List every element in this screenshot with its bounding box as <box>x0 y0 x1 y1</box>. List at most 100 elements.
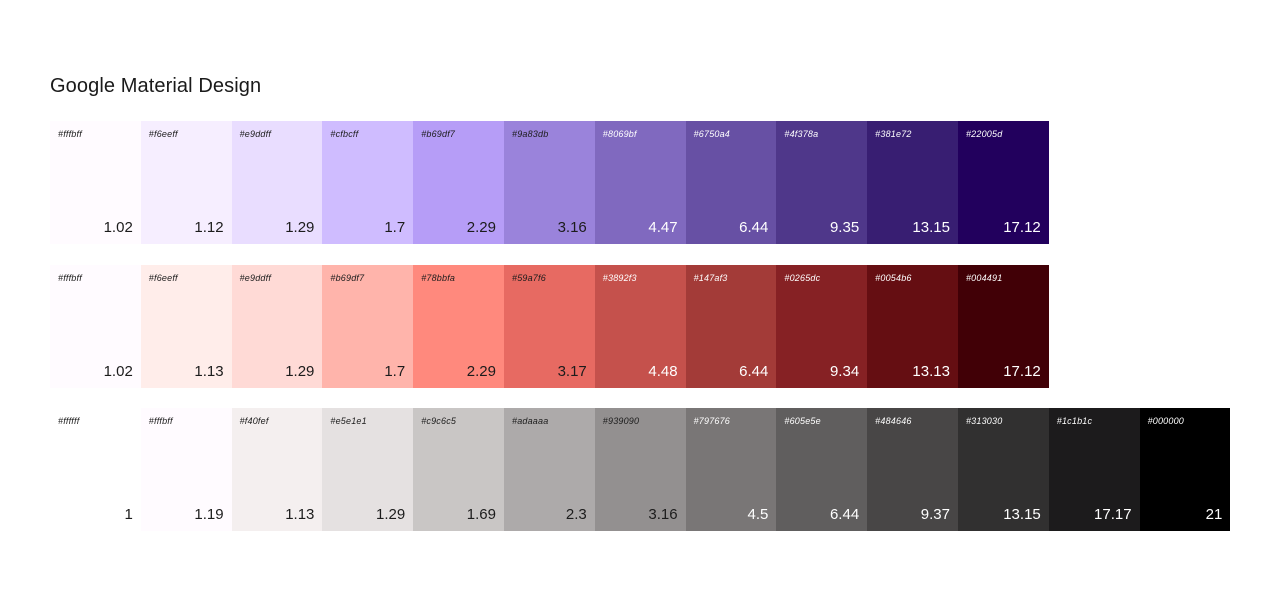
swatch-contrast-ratio: 9.35 <box>829 219 860 236</box>
color-swatch: #cfbcff 1.7 <box>322 121 414 244</box>
swatch-contrast-ratio: 13.15 <box>912 219 950 236</box>
color-swatch: #ffffff 1 <box>50 408 141 531</box>
swatch-hex-label: #22005d <box>965 129 1003 139</box>
swatch-hex-label: #0054b6 <box>875 273 912 283</box>
swatch-hex-label: #4f378a <box>784 129 819 139</box>
color-swatch: #e9ddff 1.29 <box>231 265 323 388</box>
swatch-hex-label: #adaaaa <box>511 416 549 426</box>
swatch-contrast-ratio: 3.16 <box>648 506 678 523</box>
swatch-hex-label: #f40fef <box>239 416 269 426</box>
color-swatch: #3892f3 4.48 <box>594 265 686 388</box>
swatch-contrast-ratio: 21 <box>1205 506 1223 523</box>
palette-row-neutral: #ffffff 1 #fffbff 1.19 #f40fef 1.13 #e5e1e1 1.2… <box>50 408 1231 531</box>
swatch-hex-label: #1c1b1c <box>1056 416 1093 426</box>
swatch-hex-label: #b69df7 <box>421 129 456 139</box>
swatch-hex-label: #c9c6c5 <box>421 416 457 426</box>
swatch-contrast-ratio: 3.16 <box>557 219 587 236</box>
swatch-contrast-ratio: 13.13 <box>912 363 950 380</box>
color-swatch: #fffbff 1.02 <box>50 121 141 244</box>
swatch-contrast-ratio: 1.29 <box>285 363 315 380</box>
swatch-hex-label: #e5e1e1 <box>330 416 367 426</box>
swatch-hex-label: #484646 <box>875 416 912 426</box>
swatch-contrast-ratio: 2.29 <box>466 219 496 236</box>
swatch-hex-label: #59a7f6 <box>511 273 546 283</box>
color-swatch: #0054b6 13.13 <box>867 265 958 388</box>
swatch-hex-label: #797676 <box>693 416 731 426</box>
color-swatch: #797676 4.5 <box>685 408 777 531</box>
swatch-hex-label: #fffbff <box>58 273 82 283</box>
swatch-hex-label: #000000 <box>1147 416 1185 426</box>
color-swatch: #939090 3.16 <box>594 408 686 531</box>
swatch-contrast-ratio: 1.02 <box>103 363 133 380</box>
swatch-contrast-ratio: 1.7 <box>384 219 406 236</box>
color-swatch: #78bbfa 2.29 <box>413 265 504 388</box>
color-swatch: #004491 17.12 <box>957 265 1049 388</box>
color-swatch: #0265dc 9.34 <box>776 265 868 388</box>
swatch-hex-label: #605e5e <box>784 416 821 426</box>
swatch-hex-label: #f6eeff <box>148 129 178 139</box>
swatch-hex-label: #fffbff <box>148 416 173 426</box>
swatch-hex-label: #e9ddff <box>239 273 272 283</box>
swatch-hex-label: #f6eeff <box>148 273 178 283</box>
page-title: Google Material Design <box>50 75 262 97</box>
color-swatch: #fffbff 1.02 <box>50 265 141 388</box>
swatch-contrast-ratio: 6.44 <box>829 506 860 523</box>
swatch-contrast-ratio: 1.13 <box>285 506 315 523</box>
swatch-hex-label: #8069bf <box>602 129 637 139</box>
color-swatch: #4f378a 9.35 <box>776 121 868 244</box>
palette-row-red: #fffbff 1.02 #f6eeff 1.13 #e9ddff 1.29 #b69df7… <box>50 265 1049 388</box>
color-swatch: #313030 13.15 <box>957 408 1049 531</box>
swatch-hex-label: #313030 <box>965 416 1003 426</box>
swatch-hex-label: #e9ddff <box>239 129 272 139</box>
swatch-hex-label: #cfbcff <box>330 129 359 139</box>
swatch-contrast-ratio: 6.44 <box>739 219 769 236</box>
swatch-contrast-ratio: 17.17 <box>1094 506 1132 523</box>
swatch-contrast-ratio: 1.12 <box>194 219 224 236</box>
swatch-contrast-ratio: 9.34 <box>829 363 860 380</box>
swatch-hex-label: #939090 <box>602 416 640 426</box>
swatch-contrast-ratio: 17.12 <box>1003 219 1041 236</box>
color-swatch: #b69df7 2.29 <box>413 121 504 244</box>
color-swatch: #8069bf 4.47 <box>594 121 686 244</box>
swatch-contrast-ratio: 1.13 <box>194 363 224 380</box>
color-swatch: #6750a4 6.44 <box>685 121 777 244</box>
swatch-hex-label: #381e72 <box>875 129 912 139</box>
swatch-contrast-ratio: 1.69 <box>466 506 496 523</box>
color-swatch: #f40fef 1.13 <box>231 408 323 531</box>
color-swatch: #22005d 17.12 <box>957 121 1049 244</box>
swatch-hex-label: #004491 <box>965 273 1003 283</box>
swatch-hex-label: #0265dc <box>784 273 821 283</box>
color-swatch: #605e5e 6.44 <box>776 408 868 531</box>
color-swatch: #59a7f6 3.17 <box>503 265 595 388</box>
swatch-hex-label: #78bbfa <box>421 273 456 283</box>
swatch-contrast-ratio: 17.12 <box>1003 363 1041 380</box>
color-swatch: #9a83db 3.16 <box>503 121 595 244</box>
swatch-contrast-ratio: 4.48 <box>648 363 678 380</box>
color-swatch: #b69df7 1.7 <box>322 265 414 388</box>
color-swatch: #f6eeff 1.13 <box>140 265 232 388</box>
swatch-contrast-ratio: 1 <box>124 506 133 523</box>
color-swatch: #000000 21 <box>1139 408 1231 531</box>
color-swatch: #e9ddff 1.29 <box>231 121 323 244</box>
color-swatch: #381e72 13.15 <box>867 121 958 244</box>
swatch-contrast-ratio: 6.44 <box>739 363 769 380</box>
palette-row-purple: #fffbff 1.02 #f6eeff 1.12 #e9ddff 1.29 #cfbcff… <box>50 121 1049 244</box>
swatch-contrast-ratio: 1.7 <box>384 363 406 380</box>
swatch-contrast-ratio: 9.37 <box>920 506 950 523</box>
swatch-contrast-ratio: 1.02 <box>103 219 133 236</box>
color-swatch: #adaaaa 2.3 <box>503 408 595 531</box>
swatch-hex-label: #6750a4 <box>693 129 731 139</box>
swatch-contrast-ratio: 1.19 <box>194 506 224 523</box>
swatch-contrast-ratio: 1.29 <box>285 219 315 236</box>
color-swatch: #e5e1e1 1.29 <box>322 408 414 531</box>
swatch-hex-label: #ffffff <box>58 416 80 426</box>
swatch-contrast-ratio: 1.29 <box>375 506 406 523</box>
color-swatch: #484646 9.37 <box>867 408 958 531</box>
color-swatch: #fffbff 1.19 <box>140 408 232 531</box>
swatch-contrast-ratio: 2.3 <box>565 506 587 523</box>
color-swatch: #147af3 6.44 <box>685 265 777 388</box>
color-swatch: #1c1b1c 17.17 <box>1048 408 1140 531</box>
color-swatch: #f6eeff 1.12 <box>140 121 232 244</box>
swatch-hex-label: #3892f3 <box>602 273 637 283</box>
swatch-hex-label: #b69df7 <box>330 273 365 283</box>
